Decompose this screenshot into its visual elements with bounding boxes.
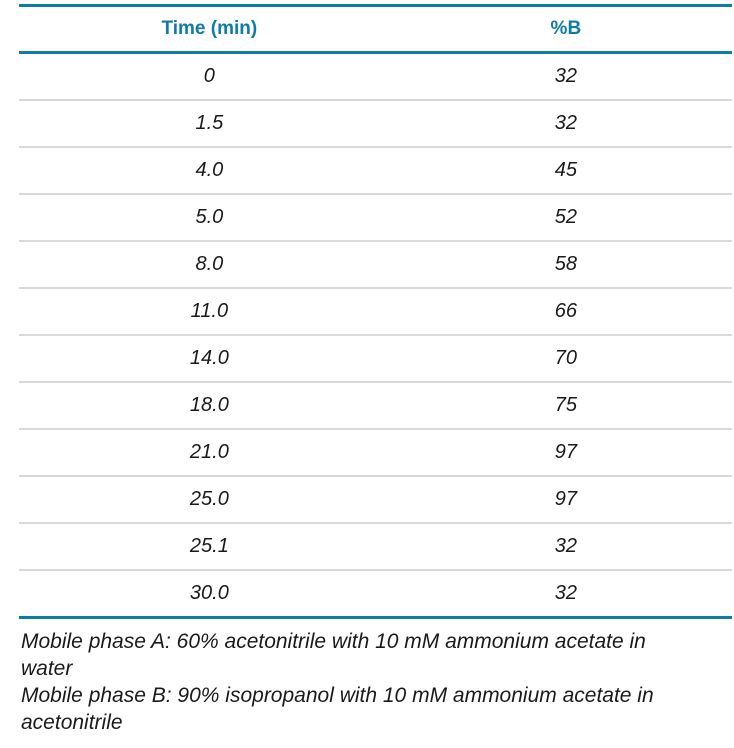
table-row: 25.1 32 bbox=[19, 523, 732, 571]
table-row: 1.5 32 bbox=[19, 100, 732, 148]
percent-b-cell: 97 bbox=[399, 429, 732, 477]
table-row: 8.0 58 bbox=[19, 241, 732, 289]
time-cell: 8.0 bbox=[19, 241, 400, 289]
percent-b-cell: 97 bbox=[399, 476, 732, 524]
column-header-percent-b: %B bbox=[399, 5, 732, 54]
time-cell: 30.0 bbox=[19, 570, 400, 619]
table-footnotes: Mobile phase A: 60% acetonitrile with 10… bbox=[21, 628, 721, 736]
note-line: Mobile phase A: 60% acetonitrile with 10… bbox=[21, 630, 646, 653]
header-row: Time (min) %B bbox=[19, 5, 732, 54]
table-header: Time (min) %B bbox=[19, 5, 732, 54]
percent-b-cell: 32 bbox=[399, 100, 732, 148]
column-header-time: Time (min) bbox=[19, 5, 400, 54]
time-cell: 21.0 bbox=[19, 429, 400, 477]
table-body: 0 32 1.5 32 4.0 45 5.0 52 8.0 58 11.0 66 bbox=[19, 52, 732, 619]
percent-b-cell: 75 bbox=[399, 382, 732, 430]
table-row: 11.0 66 bbox=[19, 288, 732, 336]
table-row: 25.0 97 bbox=[19, 476, 732, 524]
time-cell: 0 bbox=[19, 52, 400, 101]
table-row: 30.0 32 bbox=[19, 570, 732, 619]
percent-b-cell: 52 bbox=[399, 194, 732, 242]
table-row: 4.0 45 bbox=[19, 147, 732, 195]
time-cell: 18.0 bbox=[19, 382, 400, 430]
mobile-phase-a-note: Mobile phase A: 60% acetonitrile with 10… bbox=[21, 628, 721, 682]
time-cell: 5.0 bbox=[19, 194, 400, 242]
time-cell: 1.5 bbox=[19, 100, 400, 148]
percent-b-cell: 32 bbox=[399, 52, 732, 101]
time-cell: 11.0 bbox=[19, 288, 400, 336]
table-row: 18.0 75 bbox=[19, 382, 732, 430]
percent-b-cell: 66 bbox=[399, 288, 732, 336]
gradient-table: Time (min) %B 0 32 1.5 32 4.0 45 5.0 52 bbox=[19, 4, 732, 619]
table-row: 5.0 52 bbox=[19, 194, 732, 242]
time-cell: 4.0 bbox=[19, 147, 400, 195]
time-cell: 25.0 bbox=[19, 476, 400, 524]
table-row: 21.0 97 bbox=[19, 429, 732, 477]
table-row: 14.0 70 bbox=[19, 335, 732, 383]
percent-b-cell: 70 bbox=[399, 335, 732, 383]
mobile-phase-b-note: Mobile phase B: 90% isopropanol with 10 … bbox=[21, 682, 721, 736]
percent-b-cell: 32 bbox=[399, 570, 732, 619]
time-cell: 25.1 bbox=[19, 523, 400, 571]
percent-b-cell: 45 bbox=[399, 147, 732, 195]
note-line: Mobile phase B: 90% isopropanol with 10 … bbox=[21, 684, 654, 707]
percent-b-cell: 32 bbox=[399, 523, 732, 571]
table-row: 0 32 bbox=[19, 52, 732, 101]
percent-b-cell: 58 bbox=[399, 241, 732, 289]
time-cell: 14.0 bbox=[19, 335, 400, 383]
note-line: water bbox=[21, 657, 73, 680]
note-line: acetonitrile bbox=[21, 711, 123, 734]
